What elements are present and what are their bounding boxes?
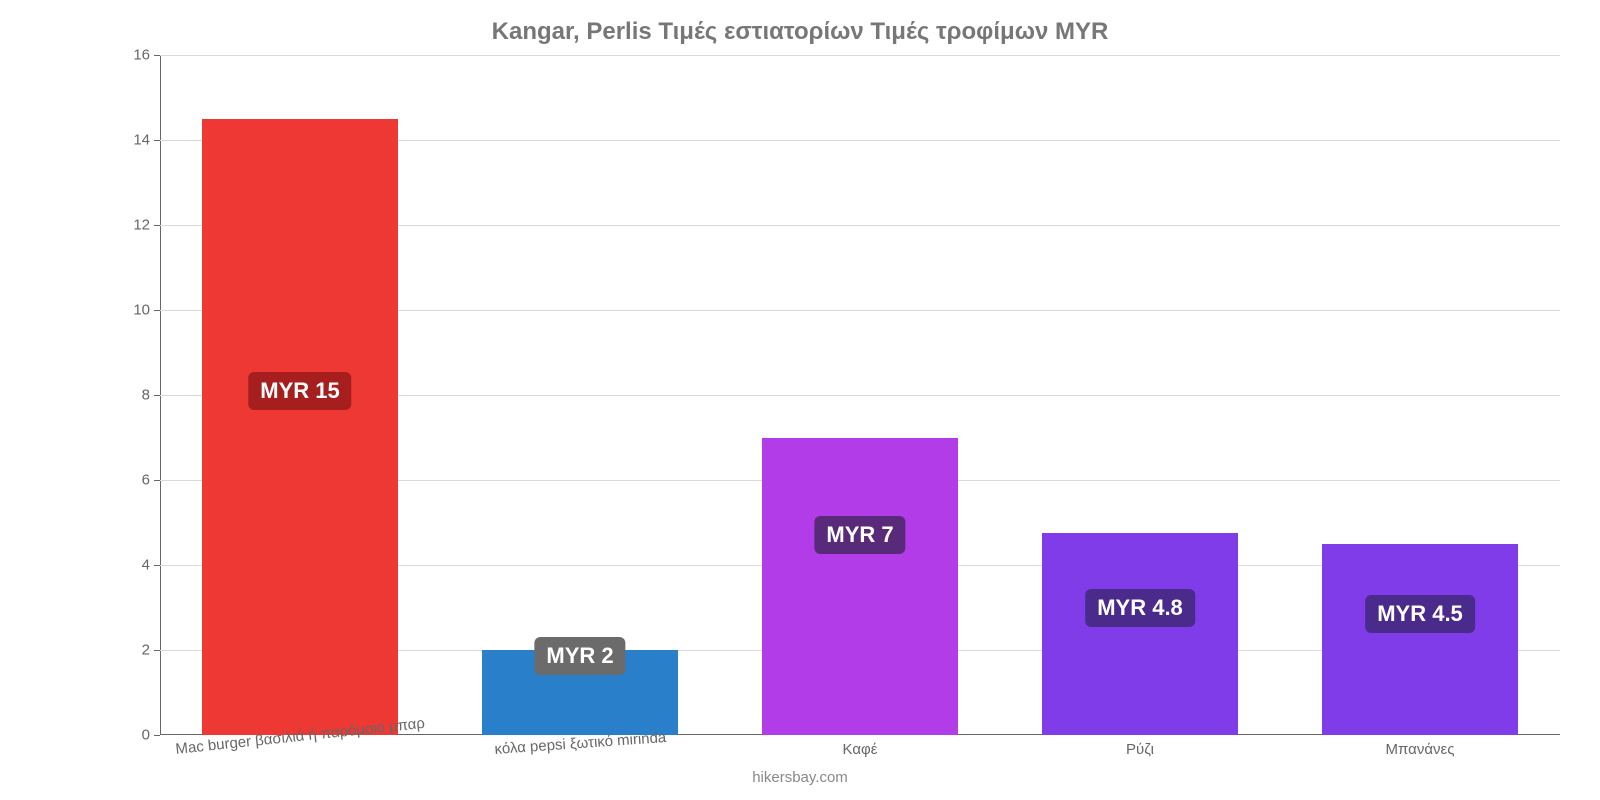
x-axis-label: Καφέ xyxy=(843,741,878,758)
credit-text: hikersbay.com xyxy=(0,769,1600,786)
x-axis-label: Ρύζι xyxy=(1126,741,1154,758)
y-tick-label: 0 xyxy=(142,727,150,744)
bar-value-label: MYR 7 xyxy=(814,516,905,554)
y-tick-label: 14 xyxy=(133,132,150,149)
y-tick-label: 2 xyxy=(142,642,150,659)
chart-title: Kangar, Perlis Τιμές εστιατορίων Τιμές τ… xyxy=(0,18,1600,46)
bar-slot: MYR 2κόλα pepsi ξωτικό mirinda xyxy=(440,55,720,735)
bar-slot: MYR 15Mac burger βασιλιά ή παρόμοιο μπαρ xyxy=(160,55,440,735)
bar-value-label: MYR 4.5 xyxy=(1365,595,1475,633)
bar xyxy=(1042,533,1238,735)
bar-slot: MYR 4.8Ρύζι xyxy=(1000,55,1280,735)
bar xyxy=(1322,544,1518,735)
price-chart: Kangar, Perlis Τιμές εστιατορίων Τιμές τ… xyxy=(0,0,1600,800)
y-tick-label: 8 xyxy=(142,387,150,404)
y-tick-label: 6 xyxy=(142,472,150,489)
x-axis-label: Μπανάνες xyxy=(1386,741,1455,758)
bar-value-label: MYR 15 xyxy=(248,372,351,410)
bar-value-label: MYR 4.8 xyxy=(1085,589,1195,627)
plot-area: 0246810121416MYR 15Mac burger βασιλιά ή … xyxy=(160,55,1560,735)
bar-slot: MYR 7Καφέ xyxy=(720,55,1000,735)
bar xyxy=(202,119,398,735)
y-tick-mark xyxy=(154,735,160,736)
y-tick-label: 4 xyxy=(142,557,150,574)
y-tick-label: 16 xyxy=(133,47,150,64)
bar-value-label: MYR 2 xyxy=(534,637,625,675)
y-tick-label: 10 xyxy=(133,302,150,319)
bar-slot: MYR 4.5Μπανάνες xyxy=(1280,55,1560,735)
bar xyxy=(762,438,958,736)
y-tick-label: 12 xyxy=(133,217,150,234)
